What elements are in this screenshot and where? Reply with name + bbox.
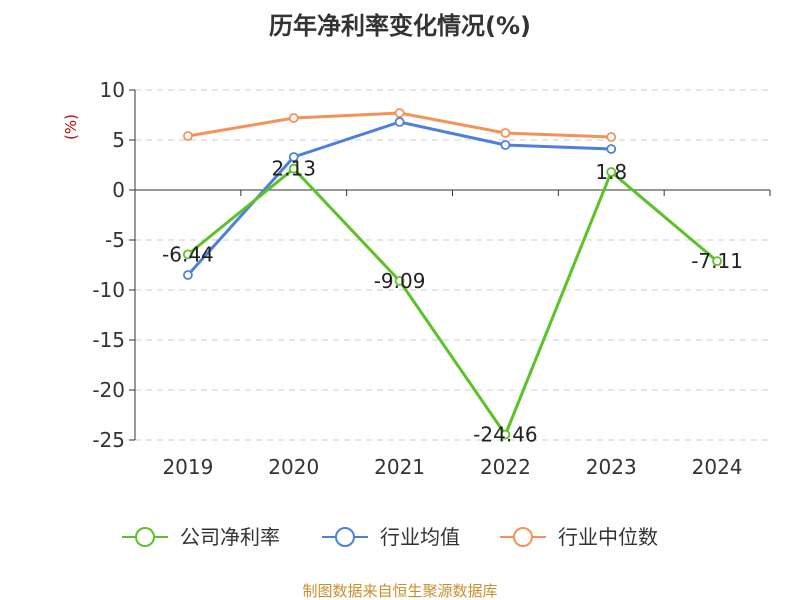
y-tick-label: -15	[92, 328, 125, 352]
data-label: -24.46	[473, 423, 537, 447]
data-labels: -6.44 2.13 -9.09 -24.46 1.8 -7.11	[162, 157, 743, 447]
legend[interactable]: 公司净利率 行业均值 行业中位数	[122, 525, 658, 549]
y-tick-label: 5	[112, 128, 125, 152]
data-point[interactable]	[394, 117, 405, 127]
chart-title: 历年净利率变化情况(%)	[269, 12, 531, 40]
data-point[interactable]	[394, 108, 405, 118]
y-axis-label: (%)	[62, 114, 80, 140]
data-point[interactable]	[606, 167, 617, 177]
axes: 10 5 0 -5 -10 -15 -20 -25 2019 2020 2021 2022 2023 20…	[92, 78, 771, 479]
x-tick-label: 2019	[162, 455, 213, 479]
source-note: 制图数据来自恒生聚源数据库	[302, 582, 497, 600]
data-point[interactable]	[712, 256, 722, 267]
data-label: -7.11	[691, 249, 743, 273]
data-label: 2.13	[271, 157, 316, 181]
x-tick-label: 2023	[586, 455, 637, 479]
data-point[interactable]	[606, 144, 617, 154]
data-point[interactable]	[394, 275, 405, 286]
legend-label: 行业中位数	[558, 525, 658, 549]
x-tick-label: 2022	[480, 455, 531, 479]
data-point[interactable]	[288, 113, 299, 123]
data-point[interactable]	[500, 128, 511, 138]
data-label: 1.8	[595, 160, 627, 184]
data-label: -6.44	[162, 242, 214, 266]
legend-item[interactable]: 公司净利率	[122, 525, 280, 549]
data-point[interactable]	[183, 131, 193, 141]
y-tick-label: -25	[92, 428, 125, 452]
grid	[135, 89, 770, 441]
legend-marker	[335, 527, 355, 547]
y-tick-label: -20	[92, 378, 125, 402]
legend-marker	[513, 527, 533, 547]
y-tick-label: -10	[92, 278, 125, 302]
data-point[interactable]	[606, 132, 617, 142]
x-tick-label: 2021	[374, 455, 425, 479]
legend-item[interactable]: 行业均值	[322, 525, 460, 549]
legend-marker	[135, 527, 155, 547]
data-point[interactable]	[288, 152, 299, 162]
legend-label: 公司净利率	[180, 525, 280, 549]
series-line-1	[186, 120, 612, 277]
series	[183, 108, 722, 440]
y-tick-label: 0	[112, 178, 125, 202]
legend-label: 行业均值	[380, 525, 460, 549]
x-tick-label: 2024	[692, 455, 743, 479]
data-point[interactable]	[183, 270, 193, 280]
legend-item[interactable]: 行业中位数	[500, 525, 658, 549]
y-tick-label: 10	[100, 78, 125, 102]
data-point[interactable]	[183, 249, 193, 260]
series-line-0	[186, 167, 719, 437]
data-point[interactable]	[500, 429, 511, 440]
data-point[interactable]	[288, 163, 299, 174]
x-tick-label: 2020	[268, 455, 319, 479]
data-label: -9.09	[374, 269, 426, 293]
y-tick-label: -5	[105, 228, 125, 252]
data-point[interactable]	[500, 140, 511, 150]
